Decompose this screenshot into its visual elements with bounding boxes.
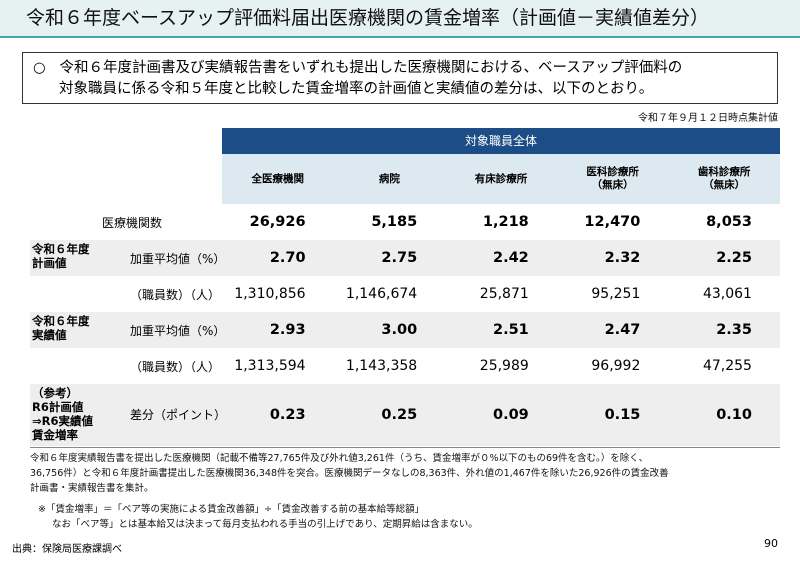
footnote: ※「賃金増率」＝「ベア等の実施による賃金改善額」÷「賃金改善する前の基本給等総額… bbox=[38, 504, 425, 515]
summary-box: ○ 令和６年度計画書及び実績報告書をいずれも提出した医療機関における、ベースアッ… bbox=[22, 52, 778, 104]
note-line: 令和６年度実績報告書を提出した医療機関（記載不備等27,765件及び外れ値3,2… bbox=[30, 453, 649, 464]
row-label: 医療機関数 bbox=[102, 216, 163, 230]
cell: 12,470 bbox=[584, 214, 641, 230]
row-group-label: 令和６年度 計画値 bbox=[32, 242, 90, 270]
column-header: 歯科診療所 （無床） bbox=[697, 166, 751, 191]
cell: 1,146,674 bbox=[345, 286, 418, 302]
cell: 95,251 bbox=[591, 286, 641, 302]
row-label: 加重平均値（%） bbox=[130, 252, 226, 266]
bullet-icon: ○ bbox=[33, 60, 46, 76]
cell: 2.32 bbox=[604, 250, 641, 266]
row-group-label: 令和６年度 実績値 bbox=[32, 314, 90, 342]
note-line: 36,756件）と令和６年度計画書提出した医療機関36,348件を突合。医療機関… bbox=[30, 468, 669, 479]
cell: 8,053 bbox=[706, 214, 752, 230]
cell: 2.70 bbox=[269, 250, 306, 266]
column-header: 有床診療所 bbox=[474, 172, 528, 185]
table-bottom-rule bbox=[30, 447, 780, 448]
cell: 2.93 bbox=[269, 322, 306, 338]
cell: 43,061 bbox=[702, 286, 752, 302]
cell: 0.09 bbox=[493, 407, 529, 423]
cell: 3.00 bbox=[381, 322, 418, 338]
cell: 1,313,594 bbox=[234, 358, 306, 374]
cell: 0.10 bbox=[716, 407, 752, 423]
note-line: 計画書・実績報告書を集計。 bbox=[30, 483, 154, 494]
summary-line-1: ○ 令和６年度計画書及び実績報告書をいずれも提出した医療機関における、ベースアッ… bbox=[33, 60, 683, 76]
page-number: 90 bbox=[764, 537, 778, 550]
cell: 2.35 bbox=[716, 322, 752, 338]
table-row-plan-avg: 令和６年度 計画値 加重平均値（%） 2.70 2.75 2.42 2.32 2.… bbox=[30, 240, 780, 276]
table-row-diff: （参考） R6計画値 ⇒R6実績値 賃金増率 差分（ポイント） 0.23 0.25 0… bbox=[30, 384, 780, 446]
cell: 26,926 bbox=[249, 214, 306, 230]
table-row-actual-staff: （職員数）（人） 1,313,594 1,143,358 25,989 96,9… bbox=[30, 348, 780, 384]
cell: 96,992 bbox=[591, 358, 641, 374]
as-of-date: 令和７年９月１２日時点集計値 bbox=[638, 113, 778, 124]
cell: 2.51 bbox=[493, 322, 529, 338]
cell: 5,185 bbox=[371, 214, 418, 230]
summary-line-2: 対象職員に係る令和５年度と比較した賃金増率の計画値と実績値の差分は、以下のとおり… bbox=[59, 81, 654, 97]
column-header: 全医療機関 bbox=[251, 172, 305, 185]
cell: 0.25 bbox=[381, 407, 418, 423]
column-header: 医科診療所 （無床） bbox=[586, 166, 639, 191]
page-title: 令和６年度ベースアップ評価料届出医療機関の賃金増率（計画値－実績値差分） bbox=[0, 0, 800, 38]
cell: 0.15 bbox=[604, 407, 641, 423]
footnote: なお「ベア等」とは基本給又は決まって毎月支払われる手当の引上げであり、定期昇給は… bbox=[52, 519, 478, 530]
cell: 2.42 bbox=[493, 250, 529, 266]
row-group-label: （参考） R6計画値 ⇒R6実績値 賃金増率 bbox=[32, 386, 93, 442]
column-headers: 全医療機関 病院 有床診療所 医科診療所 （無床） 歯科診療所 （無床） bbox=[222, 154, 780, 204]
cell: 1,143,358 bbox=[345, 358, 418, 374]
table-row-actual-avg: 令和６年度 実績値 加重平均値（%） 2.93 3.00 2.51 2.47 2.… bbox=[30, 312, 780, 348]
row-label: （職員数）（人） bbox=[130, 360, 221, 374]
cell: 0.23 bbox=[269, 407, 306, 423]
column-header: 病院 bbox=[378, 172, 400, 185]
cell: 2.75 bbox=[381, 250, 418, 266]
table-row-count: 医療機関数 26,926 5,185 1,218 12,470 8,053 bbox=[30, 204, 780, 240]
cell: 2.25 bbox=[716, 250, 752, 266]
header-group: 対象職員全体 bbox=[222, 128, 780, 154]
source: 出典：保険局医療課調べ bbox=[12, 544, 122, 555]
cell: 25,989 bbox=[479, 358, 529, 374]
row-label: （職員数）（人） bbox=[130, 288, 221, 302]
cell: 25,871 bbox=[479, 286, 529, 302]
cell: 1,310,856 bbox=[234, 286, 306, 302]
row-label: 加重平均値（%） bbox=[130, 324, 226, 338]
cell: 1,218 bbox=[482, 214, 529, 230]
row-label: 差分（ポイント） bbox=[130, 408, 227, 422]
cell: 47,255 bbox=[702, 358, 752, 374]
cell: 2.47 bbox=[604, 322, 641, 338]
table-row-plan-staff: （職員数）（人） 1,310,856 1,146,674 25,871 95,2… bbox=[30, 276, 780, 312]
